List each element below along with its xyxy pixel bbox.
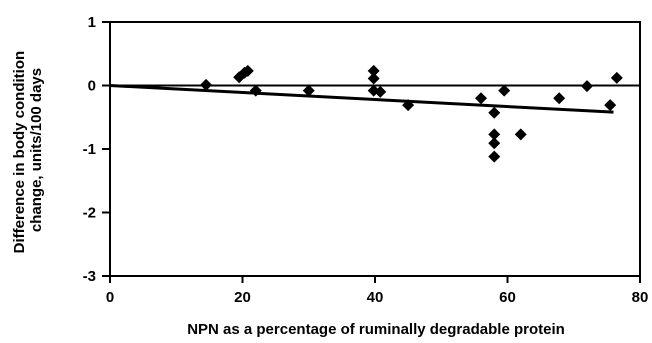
y-axis-title: Difference in body condition change, uni… [11, 47, 45, 254]
y-tick-label: -1 [83, 141, 96, 158]
y-tick-label: -3 [83, 268, 96, 285]
plot-border [109, 21, 641, 277]
plot-frame [109, 21, 641, 277]
data-point [488, 150, 501, 163]
y-tick-label: 1 [88, 14, 96, 31]
trend-line-group [109, 84, 614, 114]
y-axis-ticks: 1 0 -1 -2 -3 [83, 14, 110, 285]
data-point [514, 128, 527, 141]
data-point [610, 71, 623, 84]
data-point [488, 137, 501, 150]
x-axis-title: NPN as a percentage of ruminally degrada… [187, 321, 565, 338]
y-axis-title-line-2: change, units/100 days [28, 68, 45, 232]
data-point [200, 78, 213, 91]
data-points [200, 64, 623, 163]
data-point [302, 84, 315, 97]
data-point [581, 80, 593, 93]
data-point [367, 64, 380, 77]
x-tick-label: 60 [499, 289, 516, 306]
x-axis-ticks: 0 20 40 60 80 [106, 276, 649, 306]
data-point [475, 92, 487, 105]
data-point [367, 72, 380, 85]
data-point [241, 64, 254, 77]
y-axis-title-line-1: Difference in body condition [11, 51, 28, 254]
x-tick-label: 20 [234, 289, 251, 306]
data-point [498, 84, 511, 97]
data-point [488, 106, 501, 119]
x-tick-label: 40 [367, 289, 384, 306]
data-point [604, 99, 617, 112]
x-tick-label: 0 [106, 289, 114, 306]
data-point [374, 85, 387, 98]
data-point [553, 92, 566, 105]
y-tick-label: -2 [83, 205, 96, 222]
y-tick-label: 0 [88, 78, 96, 95]
data-point [488, 128, 501, 141]
x-tick-label: 80 [632, 289, 649, 306]
trend-line [109, 84, 614, 114]
